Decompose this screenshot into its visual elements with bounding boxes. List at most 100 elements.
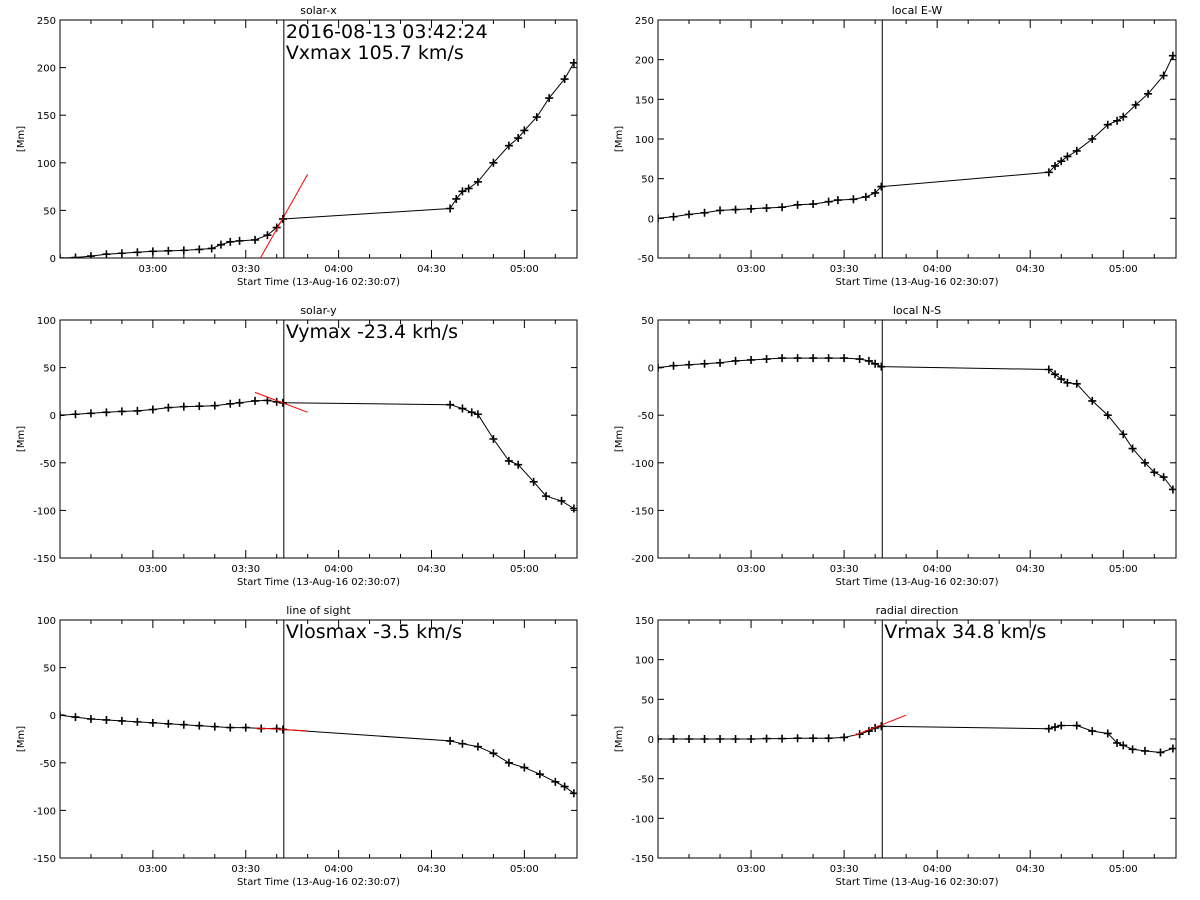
data-point — [458, 739, 467, 748]
data-point — [793, 200, 802, 209]
y-tick-label: 0 — [50, 254, 56, 265]
plot-area — [60, 711, 577, 798]
data-point — [1159, 473, 1168, 482]
data-point — [60, 711, 64, 720]
plot-frame — [657, 319, 1177, 559]
data-point — [1051, 161, 1060, 170]
x-tick-label: 04:00 — [324, 264, 353, 275]
data-point — [833, 196, 842, 205]
data-point — [658, 735, 662, 743]
series-line — [658, 55, 1174, 219]
y-tick-label: -50 — [40, 759, 56, 770]
data-point — [1088, 396, 1097, 405]
series-line — [658, 357, 1174, 490]
data-point — [1113, 738, 1122, 747]
chart-panel-6: radial direction -150 -100 -50 0 50 100 150 03:0… — [614, 604, 1177, 888]
y-tick-label: 0 — [648, 364, 654, 375]
data-point — [133, 248, 142, 257]
data-point — [1168, 51, 1176, 60]
x-tick-label: 03:30 — [830, 864, 859, 875]
chart-title: local N-S — [893, 304, 941, 317]
data-point — [272, 223, 281, 232]
x-tick-label: 04:30 — [1016, 564, 1045, 575]
chart-title: solar-x — [300, 4, 337, 17]
data-point — [864, 356, 873, 365]
data-point — [685, 735, 694, 743]
data-point — [1103, 120, 1112, 129]
data-point — [235, 398, 244, 407]
y-axis-label: [Mm] — [16, 426, 27, 452]
data-point — [179, 720, 188, 729]
data-point — [148, 718, 157, 727]
x-tick-label: 03:00 — [737, 864, 766, 875]
annotation-text: Vymax -23.4 km/s — [286, 321, 458, 343]
plot-area — [60, 391, 577, 513]
data-point — [148, 405, 157, 414]
data-point — [1072, 146, 1081, 155]
plot-area — [658, 354, 1176, 494]
data-point — [747, 204, 756, 213]
data-point — [179, 246, 188, 255]
data-point — [731, 735, 740, 743]
data-point — [1063, 152, 1072, 161]
y-tick-label: -50 — [638, 775, 654, 786]
data-point — [446, 400, 455, 409]
chart-panel-3: solar-y -150 -100 -50 0 50 100 03:00 03:30 04:00 0… — [16, 304, 578, 588]
plot-area — [658, 51, 1176, 223]
data-point — [446, 204, 455, 213]
data-point — [557, 496, 566, 505]
y-tick-label: 150 — [37, 111, 56, 122]
data-point — [1140, 458, 1149, 467]
data-point — [179, 402, 188, 411]
x-tick-label: 04:00 — [923, 564, 952, 575]
x-tick-label: 04:00 — [324, 564, 353, 575]
x-tick-label: 05:00 — [1109, 564, 1138, 575]
y-tick-label: -100 — [33, 806, 56, 817]
data-point — [473, 177, 482, 186]
y-tick-label: 0 — [50, 711, 56, 722]
data-point — [778, 354, 787, 363]
y-tick-label: -50 — [40, 459, 56, 470]
data-point — [1063, 378, 1072, 387]
data-point — [1088, 135, 1097, 143]
data-point — [855, 355, 864, 364]
plot-area — [60, 58, 577, 258]
data-point — [569, 789, 577, 798]
data-point — [226, 399, 235, 408]
data-point — [1168, 744, 1176, 753]
data-point — [226, 237, 235, 246]
y-tick-label: 200 — [635, 56, 654, 67]
data-point — [747, 735, 756, 743]
y-tick-label: 150 — [635, 616, 654, 627]
x-tick-label: 04:30 — [417, 864, 446, 875]
data-point — [685, 210, 694, 219]
y-tick-label: 50 — [641, 695, 654, 706]
data-point — [809, 354, 818, 363]
y-tick-label: -100 — [631, 814, 654, 825]
data-point — [458, 187, 467, 196]
data-point — [542, 492, 551, 501]
data-point — [272, 724, 281, 733]
x-tick-label: 03:30 — [231, 864, 260, 875]
x-tick-label: 05:00 — [1109, 264, 1138, 275]
data-point — [226, 723, 235, 732]
data-point — [195, 402, 204, 411]
y-tick-label: 100 — [37, 159, 56, 170]
y-tick-label: 50 — [43, 206, 56, 217]
x-tick-label: 03:00 — [138, 564, 167, 575]
data-point — [71, 253, 80, 258]
y-tick-label: -150 — [631, 854, 654, 865]
data-point — [877, 182, 886, 191]
data-point — [778, 203, 787, 212]
data-point — [1159, 71, 1168, 80]
data-point — [86, 409, 95, 418]
x-tick-label: 03:30 — [830, 564, 859, 575]
data-point — [747, 355, 756, 364]
data-point — [545, 94, 554, 103]
x-tick-label: 05:00 — [1109, 864, 1138, 875]
data-point — [71, 410, 80, 419]
y-axis-label: [Mm] — [16, 126, 27, 152]
y-tick-label: 250 — [635, 16, 654, 27]
data-point — [164, 246, 173, 255]
y-axis-label: [Mm] — [614, 126, 625, 152]
